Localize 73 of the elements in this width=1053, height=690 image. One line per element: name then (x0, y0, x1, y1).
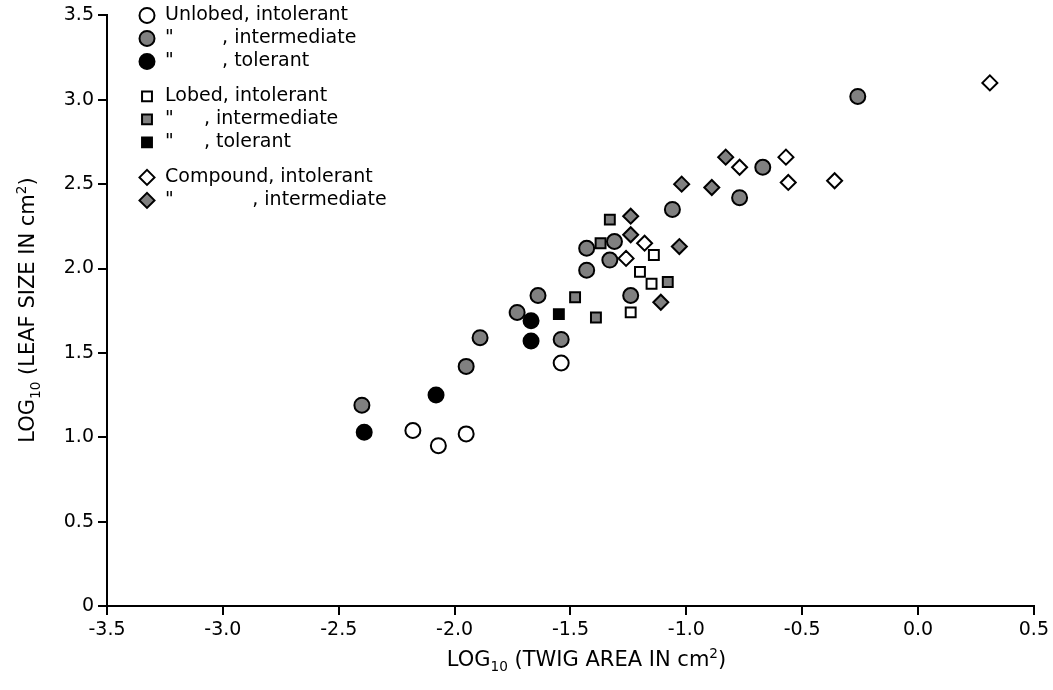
y-tick-label: 1.0 (63, 424, 94, 447)
point (634, 265, 646, 278)
point (605, 233, 623, 251)
y-tick-label: 2.0 (63, 255, 94, 278)
point (754, 158, 772, 176)
legend-label: Lobed, intolerant (165, 83, 328, 106)
point (661, 276, 674, 288)
point (457, 425, 475, 443)
point (594, 237, 607, 250)
point (552, 354, 570, 372)
point (552, 330, 570, 348)
x-tick-label: -1.0 (667, 617, 705, 640)
point (471, 329, 489, 347)
point (429, 437, 447, 455)
point (427, 386, 445, 404)
y-tick-label: 3.5 (63, 2, 94, 25)
y-tick-label: 2.5 (63, 171, 94, 194)
x-tick-label: -0.5 (783, 617, 821, 640)
y-tick-label: 0 (81, 592, 94, 615)
point (645, 277, 658, 290)
y-tick-label: 3.0 (63, 86, 94, 109)
x-tick-label: -3.5 (88, 617, 126, 640)
point (355, 423, 373, 441)
point (826, 172, 844, 190)
point (353, 396, 371, 414)
point (779, 173, 797, 191)
point (622, 226, 640, 244)
point (457, 357, 475, 375)
point (731, 158, 749, 176)
legend-label: Compound, intolerant (165, 164, 373, 187)
point (717, 148, 735, 166)
point (849, 87, 867, 105)
y-tick-label: 0.5 (63, 508, 94, 531)
point (508, 303, 526, 321)
point (522, 312, 540, 330)
legend-label: Unlobed, intolerant (165, 2, 349, 25)
point (622, 287, 640, 305)
point (703, 179, 721, 197)
point (617, 249, 635, 267)
point (981, 74, 999, 92)
x-tick-label: -2.0 (436, 617, 474, 640)
legend-label: " , tolerant (165, 129, 292, 152)
point (622, 207, 640, 225)
point (569, 291, 582, 304)
point (636, 234, 654, 252)
point (578, 239, 596, 257)
x-tick-label: -1.5 (551, 617, 589, 640)
point (624, 306, 637, 319)
legend-label: " , tolerant (165, 48, 310, 71)
point (552, 308, 565, 321)
legend-label: " , intermediate (165, 25, 357, 48)
point (647, 249, 660, 261)
x-axis-title: LOG$_{10}$ (TWIG AREA IN cm$^{2}$) (445, 645, 728, 675)
point (777, 148, 795, 166)
point (589, 311, 602, 324)
point (404, 422, 422, 440)
point (529, 287, 547, 305)
x-tick-label: 0.0 (902, 617, 934, 640)
x-tick-label: 0.5 (1018, 617, 1049, 640)
point (603, 213, 616, 226)
point (673, 175, 691, 193)
point (663, 200, 681, 218)
legend-label: " , intermediate (165, 187, 387, 210)
legend-label: " , intermediate (165, 106, 339, 129)
x-tick-label: -2.5 (320, 617, 358, 640)
point (652, 293, 670, 311)
y-tick-label: 1.5 (63, 339, 94, 362)
point (731, 189, 749, 207)
point (578, 261, 596, 279)
point (522, 332, 540, 350)
point (670, 238, 688, 256)
point (601, 251, 619, 269)
x-tick-label: -3.0 (204, 617, 242, 640)
